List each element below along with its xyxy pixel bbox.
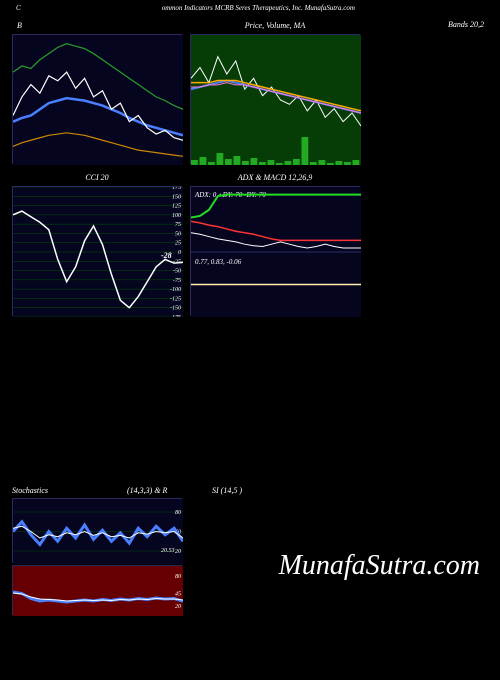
chart-b-title: B [17, 21, 185, 30]
svg-text:100: 100 [172, 213, 181, 219]
bands-label-container: Bands 20,2 [368, 34, 488, 164]
svg-text:175: 175 [172, 187, 181, 191]
chart-stoch-top-svg: 80502020.53 [13, 499, 183, 564]
svg-text:50: 50 [175, 231, 181, 237]
svg-text:0: 0 [178, 250, 181, 256]
header-center: ommon Indicators MCRB Seres Therapeutics… [162, 4, 355, 12]
chart-stoch-bottom: 80 45 20 [12, 565, 182, 615]
header-left: C [16, 4, 21, 12]
chart-bollinger: B [12, 34, 182, 164]
svg-text:75: 75 [175, 222, 181, 228]
svg-text:-75: -75 [173, 278, 181, 284]
svg-text:25: 25 [175, 241, 181, 247]
svg-text:-175: -175 [170, 315, 181, 317]
chart-price-svg [191, 35, 361, 165]
stoch-title-left: Stochastics [12, 486, 48, 495]
chart-stoch-bot-svg: 80 45 20 [13, 566, 183, 616]
svg-text:80: 80 [175, 510, 181, 516]
chart-adx-svg: ADX: 0 +DY: 70 -DY: 700.77, 0.83, -0.06 [191, 187, 361, 317]
svg-text:-150: -150 [170, 306, 181, 312]
chart-cci-svg: 1751501251007550250-25-50-75-100-125-150… [13, 187, 183, 317]
svg-text:125: 125 [172, 204, 181, 210]
chart-cci: CCI 20 1751501251007550250-25-50-75-100-… [12, 186, 182, 316]
chart-adx-title: ADX & MACD 12,26,9 [191, 173, 359, 182]
chart-price: Price, Volume, MA [190, 34, 360, 164]
stoch-title-right: SI (14,5 ) [212, 486, 242, 495]
svg-text:0.77, 0.83, -0.06: 0.77, 0.83, -0.06 [195, 258, 242, 266]
svg-text:150: 150 [172, 194, 181, 200]
bands-label: Bands 20,2 [448, 20, 484, 29]
stoch-title-mid: (14,3,3) & R [127, 486, 167, 495]
svg-text:-125: -125 [170, 296, 181, 302]
chart-adx-macd: ADX & MACD 12,26,9 ADX: 0 +DY: 70 -DY: 7… [190, 186, 360, 316]
svg-text:20.53: 20.53 [161, 548, 175, 554]
svg-text:80: 80 [175, 574, 181, 580]
chart-stoch-top: 80502020.53 [12, 498, 182, 563]
svg-text:-28: -28 [161, 251, 172, 260]
svg-text:-100: -100 [170, 287, 181, 293]
chart-price-title: Price, Volume, MA [191, 21, 359, 30]
svg-text:-50: -50 [173, 269, 181, 275]
chart-cci-title: CCI 20 [13, 173, 181, 182]
chart-b-svg [13, 35, 183, 165]
svg-text:20: 20 [175, 604, 181, 610]
svg-text:20: 20 [175, 549, 181, 555]
page-header: C ommon Indicators MCRB Seres Therapeuti… [0, 0, 500, 16]
svg-text:45: 45 [175, 591, 181, 598]
